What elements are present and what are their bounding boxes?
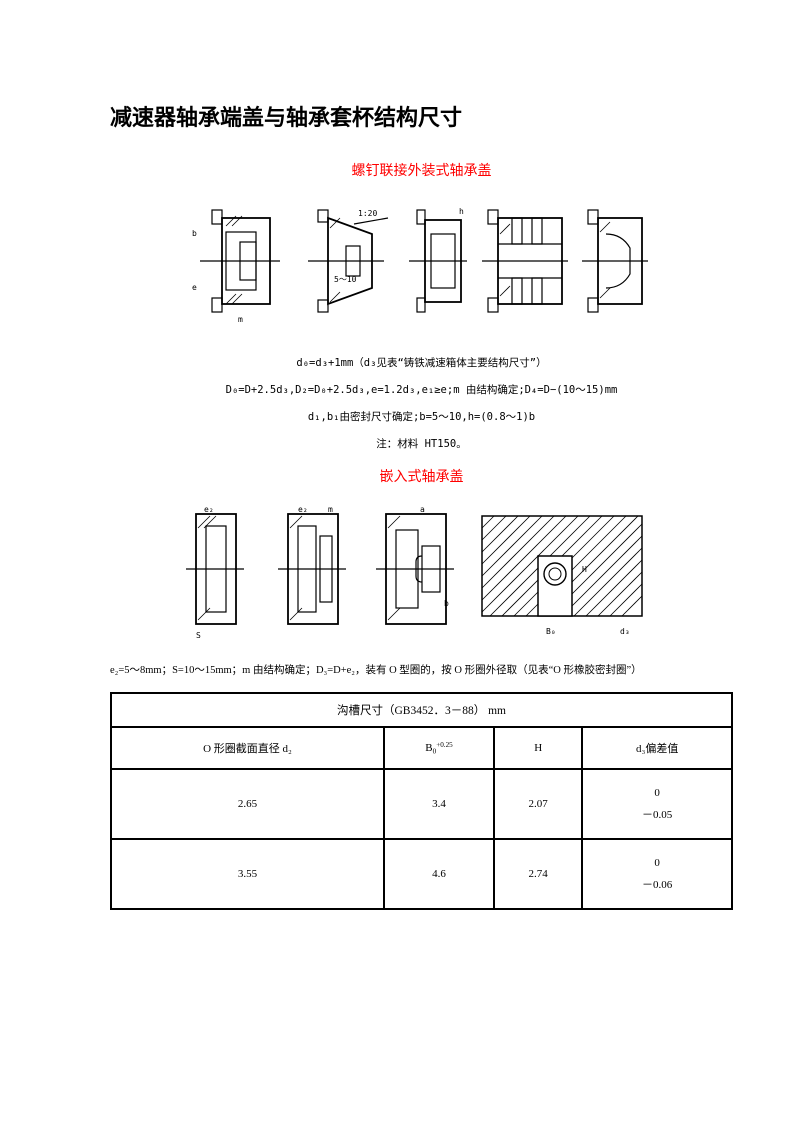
formula-1: d₀=d₃+1mm（d₃见表“铸铁减速箱体主要结构尺寸”） xyxy=(110,352,733,375)
svg-text:B₀: B₀ xyxy=(546,627,556,636)
formula-2: D₀=D+2.5d₃,D₂=D₀+2.5d₃,e=1.2d₃,e₁≥e;m 由结… xyxy=(110,379,733,402)
svg-text:m: m xyxy=(238,315,243,324)
svg-text:a: a xyxy=(420,505,425,514)
section-2-title: 嵌入式轴承盖 xyxy=(110,466,733,486)
col-h2: B0+0.25 xyxy=(384,727,494,769)
col-h1: O 形圈截面直径 d₂ xyxy=(111,727,384,769)
col-h4: d₃偏差值 xyxy=(582,727,732,769)
svg-text:5～10: 5～10 xyxy=(334,275,357,284)
formula-3: d₁,b₁由密封尺寸确定;b=5～10,h=(0.8～1)b xyxy=(110,406,733,429)
col-h3: H xyxy=(494,727,582,769)
figure-1: b e m 1:20 5～10 xyxy=(110,194,733,334)
svg-text:b: b xyxy=(444,599,449,608)
section-1-title: 螺钉联接外装式轴承盖 xyxy=(110,160,733,180)
table-row: 2.65 3.4 2.07 0 －0.05 xyxy=(111,769,732,839)
section-2-note: e₂=5～8mm；S=10～15mm；m 由结构确定；D₃=D+e₂，装有 O … xyxy=(110,663,733,680)
table-row: 3.55 4.6 2.74 0 －0.06 xyxy=(111,839,732,909)
figure-2: e₂ S e₂ m a xyxy=(110,500,733,645)
svg-text:S: S xyxy=(196,631,201,640)
svg-text:e₂: e₂ xyxy=(298,505,308,514)
svg-text:b: b xyxy=(192,229,197,238)
svg-text:m: m xyxy=(328,505,333,514)
formula-4: 注：材料 HT150。 xyxy=(110,433,733,456)
table-caption: 沟槽尺寸（GB3452．3－88） mm xyxy=(111,693,732,727)
svg-text:H: H xyxy=(582,565,587,574)
svg-text:e₂: e₂ xyxy=(204,505,214,514)
svg-text:e: e xyxy=(192,283,197,292)
groove-table: 沟槽尺寸（GB3452．3－88） mm O 形圈截面直径 d₂ B0+0.25… xyxy=(110,692,733,910)
svg-text:h: h xyxy=(459,207,464,216)
page-title: 减速器轴承端盖与轴承套杯结构尺寸 xyxy=(110,100,733,132)
svg-text:d₃: d₃ xyxy=(620,627,630,636)
svg-text:1:20: 1:20 xyxy=(358,209,377,218)
